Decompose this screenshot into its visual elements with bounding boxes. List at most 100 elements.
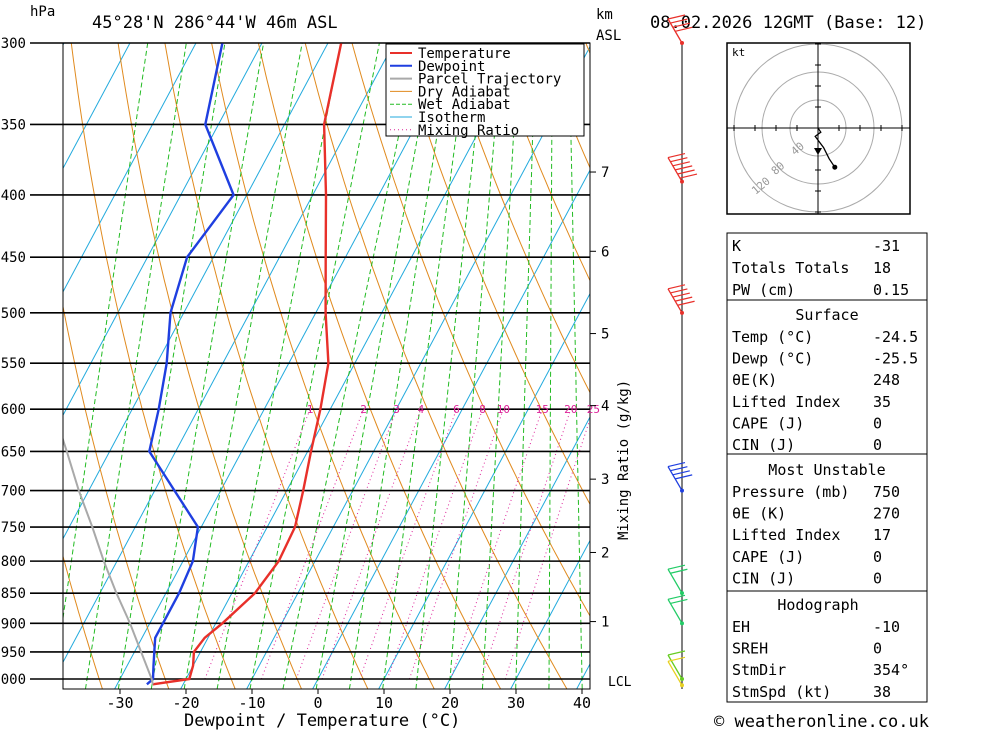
pressure-label: 900 [1, 616, 26, 632]
pw-value: 0.15 [873, 281, 909, 299]
legend-entry: Isotherm [418, 110, 485, 126]
mixing-ratio-label: 10 [497, 403, 510, 416]
wind-barb-shaft [667, 157, 683, 182]
storm-motion-marker [814, 148, 822, 155]
wet-adiabat-line [216, 43, 342, 689]
tt-label: Totals Totals [732, 259, 849, 277]
table-row-value: 354° [873, 661, 909, 679]
pressure-label: 1000 [0, 672, 26, 688]
wet-adiabat-line [84, 43, 187, 689]
table-row-label: EH [732, 618, 750, 636]
dry-adiabat-line [398, 43, 590, 506]
pressure-label: 700 [1, 484, 26, 500]
table-row-value: 750 [873, 483, 900, 501]
wind-barb-flag [667, 656, 686, 662]
temperature-tick-labels: -30 -20 -10 0 10 20 30 40 [106, 689, 591, 712]
table-row-label: StmSpd (kt) [732, 683, 831, 701]
table-row-value: 35 [873, 393, 891, 411]
km-tick-label: 6 [601, 244, 609, 260]
isotherm-line [510, 539, 590, 689]
hodograph-trace [814, 127, 836, 168]
mixing-ratio-label: 2 [360, 403, 367, 416]
k-value: -31 [873, 237, 900, 255]
wet-adiabat-line [548, 43, 553, 689]
legend-entry: Wet Adiabat [418, 97, 511, 113]
datetime-title: 08.02.2026 12GMT (Base: 12) [650, 13, 926, 33]
series-temperature [152, 43, 343, 686]
table-row-value: -10 [873, 618, 900, 636]
wind-barb-flag [675, 165, 693, 171]
mixing-ratio-line [204, 409, 311, 680]
pressure-label: 850 [1, 586, 26, 602]
legend-entry: Parcel Trajectory [418, 72, 561, 88]
km-tick-label: 5 [601, 327, 609, 343]
hodograph-table-box [726, 590, 928, 703]
wind-barb-flag [670, 157, 688, 163]
wind-barb-flag [667, 14, 686, 20]
wet-adiabat-line [348, 43, 453, 689]
wind-barb-flag [677, 300, 695, 306]
wet-adiabat-line [568, 43, 583, 689]
surface-title: Surface [795, 306, 858, 324]
table-row-value: 0 [873, 548, 882, 566]
location-title: 45°28'N 286°44'W 46m ASL [92, 13, 338, 33]
isotherm-line [63, 43, 131, 170]
mixing-ratio-line [480, 409, 572, 680]
wet-adiabat-line [515, 43, 537, 689]
mixing-ratio-label: 25 [587, 403, 600, 416]
copyright: © weatheronline.co.uk [714, 712, 929, 732]
mixing-ratio-line [321, 409, 422, 680]
legend-entry: Mixing Ratio [418, 123, 519, 139]
km-label: km [596, 7, 613, 23]
wind-barb-shaft [667, 654, 683, 680]
dry-adiabat-line [984, 7, 1000, 705]
table-row-value: 0 [873, 640, 882, 658]
table-row-value: 0 [873, 414, 882, 432]
pressure-tick-labels: 300 350 400 450 500 550 600 650 700 750 800 850 900 9… [0, 36, 26, 688]
pressure-label: 650 [1, 444, 26, 460]
mixing-ratio-label: 8 [479, 403, 486, 416]
mixing-ratio-label: 15 [536, 403, 549, 416]
wet-adiabat-line [448, 43, 503, 689]
wind-barb-flag [675, 474, 693, 480]
table-row-value: 0 [873, 569, 882, 587]
dry-adiabat-line [304, 43, 568, 689]
table-row-value: 270 [873, 505, 900, 523]
table-row-label: Pressure (mb) [732, 483, 849, 501]
wet-adiabat-line [382, 43, 469, 689]
wind-barb-flag [675, 296, 693, 302]
table-row-label: CIN (J) [732, 436, 795, 454]
legend-box [385, 43, 585, 137]
table-row-label: Temp (°C) [732, 328, 813, 346]
wind-barb-flag [672, 470, 690, 476]
table-row-label: SREH [732, 640, 768, 658]
pressure-label: 550 [1, 356, 26, 372]
wind-barb-flag [670, 288, 688, 294]
wet-adiabat-line [117, 43, 226, 689]
isotherm-line [63, 43, 395, 664]
table-row-value: 0 [873, 436, 882, 454]
mixing-ratio-label: 3 [393, 403, 400, 416]
isotherm-line [444, 416, 590, 689]
wet-adiabat-line [183, 43, 303, 689]
table-row-label: θE (K) [732, 505, 786, 523]
wet-adiabat-line [63, 43, 149, 622]
isotherm-line [63, 43, 197, 293]
legend-entry: Dry Adiabat [418, 84, 511, 100]
plot-frame [62, 42, 591, 690]
dry-adiabat-line [444, 43, 590, 394]
dry-adiabat-line [491, 43, 590, 282]
x-tick-label: 10 [375, 694, 393, 712]
x-axis-label: Dewpoint / Temperature (°C) [184, 711, 460, 731]
table-row-value: -25.5 [873, 350, 918, 368]
pressure-label: 500 [1, 306, 26, 322]
isotherm-line [63, 43, 263, 417]
sounding-profiles [63, 43, 343, 686]
x-tick-label: 0 [313, 694, 322, 712]
wet-adiabat-line [249, 43, 380, 689]
table-row-value: 17 [873, 526, 891, 544]
x-tick-label: 20 [441, 694, 459, 712]
legend-entry: Temperature [418, 46, 511, 62]
